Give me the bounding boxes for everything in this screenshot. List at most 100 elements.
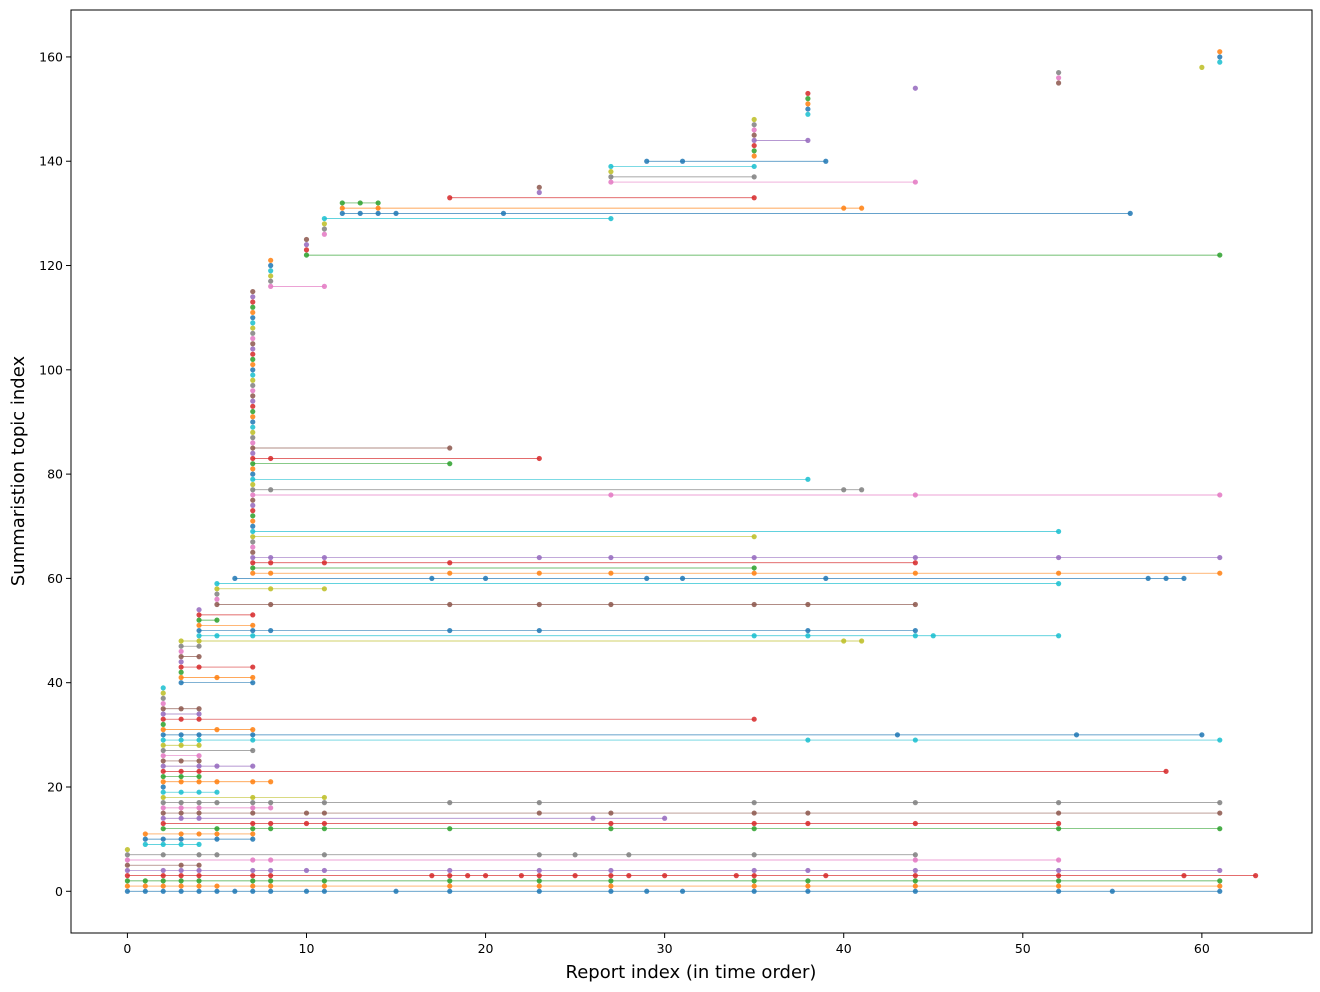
data-point (250, 523, 256, 529)
topic-series-135 (536, 184, 542, 190)
data-point (250, 820, 256, 827)
data-point (178, 716, 184, 722)
data-point (1056, 800, 1062, 806)
topic-series-130 (339, 210, 1133, 216)
data-point (124, 878, 131, 884)
data-point (608, 215, 614, 222)
topic-series-46 (178, 648, 184, 655)
data-point (124, 873, 131, 879)
topic-series-76 (250, 492, 1223, 498)
topic-series-74 (250, 502, 256, 508)
topic-series-49 (196, 633, 1062, 639)
data-point (393, 888, 399, 894)
data-point (214, 836, 220, 842)
data-point (142, 878, 148, 884)
data-point (160, 826, 166, 832)
data-point (250, 403, 256, 409)
data-point (268, 878, 274, 884)
data-point (250, 388, 256, 394)
topic-series-31 (160, 727, 256, 733)
data-point (447, 195, 453, 201)
data-point (536, 800, 542, 806)
data-point (751, 570, 757, 576)
data-point (250, 372, 256, 378)
topic-series-117 (268, 278, 274, 284)
data-point (214, 586, 220, 592)
data-point (357, 210, 363, 216)
data-point (608, 174, 614, 180)
topic-series-41 (178, 674, 256, 681)
data-point (536, 810, 542, 816)
topic-series-80 (250, 471, 256, 477)
topic-series-160 (1217, 54, 1223, 60)
data-point (375, 200, 381, 206)
topic-series-5 (124, 862, 202, 868)
data-point (268, 826, 274, 832)
topic-series-2 (124, 878, 1223, 884)
data-point (250, 455, 256, 462)
data-point (214, 591, 220, 597)
data-point (590, 815, 596, 821)
topic-series-63 (250, 560, 918, 566)
topic-series-144 (751, 137, 811, 143)
data-point (196, 737, 202, 743)
data-point (178, 654, 184, 660)
topic-series-6 (124, 857, 1062, 863)
x-tick-label: 50 (1015, 941, 1031, 956)
data-point (447, 873, 453, 879)
topic-series-59 (214, 581, 1062, 587)
data-point (250, 450, 256, 456)
data-point (805, 878, 811, 884)
topic-series-70 (250, 523, 256, 529)
data-point (751, 820, 757, 827)
y-axis-label: Summaristion topic index (8, 356, 29, 587)
data-point (912, 554, 918, 561)
topic-series-105 (250, 341, 256, 347)
data-point (250, 414, 256, 420)
y-tick-label: 20 (47, 779, 63, 794)
data-point (250, 497, 256, 503)
data-point (751, 826, 757, 832)
data-point (160, 820, 166, 827)
topic-series-81 (250, 466, 256, 472)
data-point (805, 476, 811, 482)
data-point (178, 789, 184, 795)
topic-series-127 (321, 226, 327, 232)
data-point (662, 815, 668, 821)
data-point (608, 826, 614, 832)
data-point (250, 732, 256, 738)
data-point (196, 612, 202, 618)
data-point (250, 508, 256, 514)
topic-series-156 (1056, 75, 1062, 81)
data-point (805, 737, 811, 743)
data-point (250, 377, 256, 383)
data-point (1163, 768, 1169, 774)
data-point (859, 205, 865, 211)
topic-series-68 (250, 534, 757, 540)
data-point (178, 758, 184, 764)
data-point (250, 528, 256, 535)
topic-series-131 (339, 205, 865, 211)
data-point (912, 560, 918, 566)
data-point (518, 873, 524, 879)
data-point (339, 210, 345, 216)
data-point (142, 888, 148, 894)
data-point (160, 727, 166, 733)
topic-series-16 (160, 805, 274, 811)
data-point (250, 794, 256, 801)
data-point (214, 888, 220, 894)
data-point (1217, 867, 1223, 874)
topic-series-145 (751, 132, 757, 138)
data-point (912, 878, 918, 884)
topic-series-152 (805, 96, 811, 102)
topic-series-71 (250, 518, 256, 524)
data-point (178, 669, 184, 675)
data-point (250, 539, 256, 545)
topic-series-79 (250, 476, 811, 482)
data-point (250, 408, 256, 415)
data-point (751, 810, 757, 816)
data-point (214, 789, 220, 795)
data-point (608, 601, 614, 608)
x-tick-label: 40 (836, 941, 852, 956)
data-point (751, 174, 757, 180)
